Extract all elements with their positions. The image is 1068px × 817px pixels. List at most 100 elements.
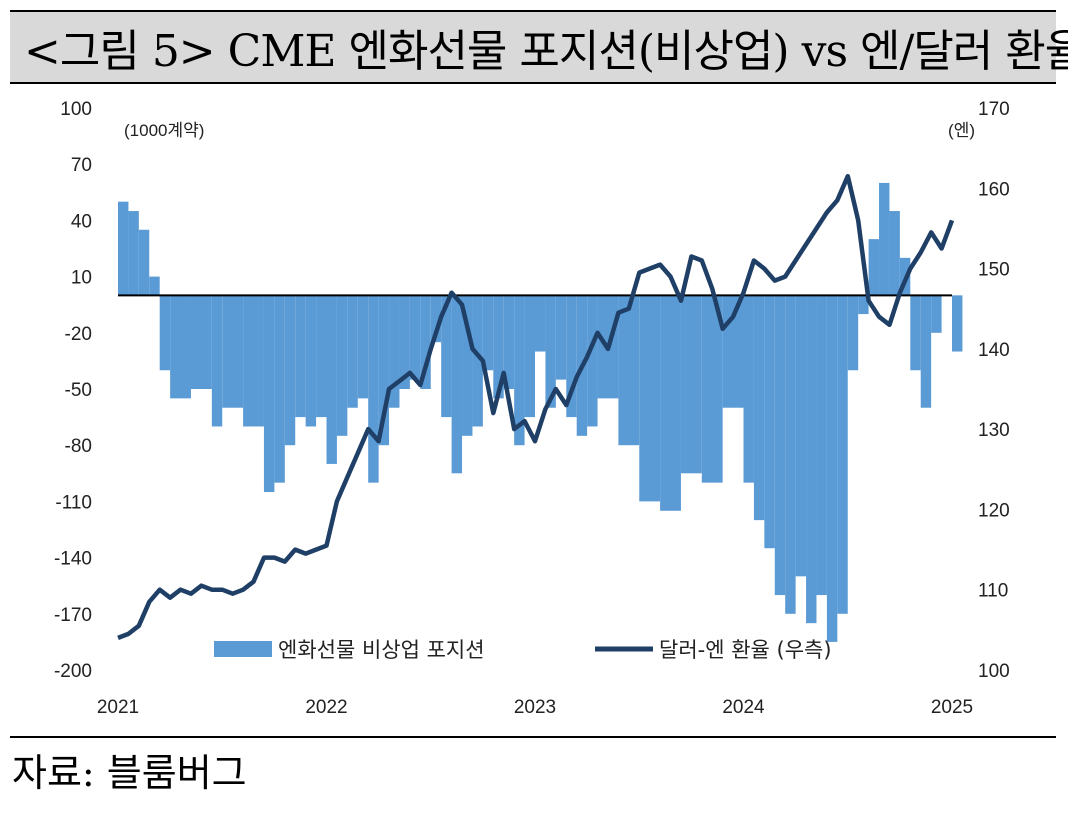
bar: [243, 295, 264, 427]
left-tick-label: -80: [65, 436, 92, 457]
legend-label-bars: 엔화선물 비상업 포지션: [278, 638, 485, 662]
bar: [451, 295, 463, 474]
bar: [701, 295, 723, 483]
left-tick-label: -170: [54, 605, 92, 626]
bar: [774, 295, 786, 596]
x-tick-label: 2022: [305, 697, 347, 718]
left-tick-label: -20: [65, 324, 92, 345]
bar: [868, 239, 880, 296]
left-axis-unit: (1000계약): [124, 121, 204, 140]
x-tick-label: 2023: [514, 697, 556, 718]
bar: [347, 295, 358, 408]
bar: [170, 295, 191, 399]
left-tick-label: 100: [60, 99, 92, 120]
bar: [910, 295, 921, 371]
bar: [263, 295, 275, 493]
bar: [441, 295, 452, 418]
bar: [149, 276, 160, 296]
bar: [503, 295, 515, 389]
right-tick-label: 160: [978, 179, 1010, 200]
bar: [858, 295, 869, 315]
bar: [806, 295, 817, 624]
bar: [295, 295, 306, 418]
bar: [566, 295, 577, 418]
bar: [190, 295, 212, 389]
bar: [889, 211, 900, 296]
bar: [587, 295, 598, 427]
bar: [472, 295, 483, 427]
right-axis-unit: (엔): [948, 121, 975, 140]
bar: [743, 295, 754, 483]
bar: [274, 295, 285, 483]
source-note: 자료: 블룸버그: [12, 751, 247, 795]
bar: [847, 295, 859, 371]
bar: [879, 182, 890, 296]
legend-label-line: 달러-엔 환율 (우측): [659, 638, 832, 662]
bar: [555, 295, 567, 380]
left-tick-label: -140: [54, 549, 92, 570]
title-bar: <그림 5> CME 엔화선물 포지션(비상업) vs 엔/달러 환율: [10, 10, 1068, 84]
bar: [618, 295, 640, 446]
left-tick-label: -50: [65, 380, 92, 401]
bar: [211, 295, 223, 427]
bar: [462, 295, 473, 436]
bar: [284, 295, 296, 446]
right-tick-label: 140: [978, 340, 1010, 361]
bar: [409, 295, 421, 380]
fx-line: [117, 173, 955, 641]
right-tick-label: 100: [978, 661, 1010, 682]
bar: [316, 295, 327, 418]
bar: [159, 295, 171, 371]
bar: [524, 295, 535, 418]
bar: [138, 229, 150, 296]
left-axis: 100 70 40 10 -20 -50 -80 -110 -140 -170 -200: [54, 99, 92, 682]
bar: [514, 295, 525, 446]
bar: [493, 295, 504, 399]
bar: [837, 295, 848, 614]
legend: 엔화선물 비상업 포지션 달러-엔 환율 (우측): [214, 638, 832, 662]
bar: [357, 295, 369, 399]
bar: [326, 295, 337, 464]
right-tick-label: 170: [978, 99, 1010, 120]
chart: 100 70 40 10 -20 -50 -80 -110 -140 -170 -200 170 16…: [54, 99, 1010, 718]
line-series: [117, 173, 955, 641]
bar: [389, 295, 400, 408]
left-tick-label: -110: [55, 492, 92, 513]
right-axis: 170 160 150 140 130 120 110 100: [978, 99, 1010, 682]
bar: [128, 211, 139, 296]
bar: [920, 295, 932, 408]
bar-series: [118, 182, 963, 642]
bar: [639, 295, 661, 502]
bar: [680, 295, 702, 474]
bar: [826, 295, 838, 642]
bar: [785, 295, 796, 614]
bar: [399, 295, 410, 389]
legend-swatch-bars: [214, 641, 272, 657]
bar: [535, 295, 546, 352]
bar: [931, 295, 942, 333]
bar: [336, 295, 348, 436]
left-tick-label: 70: [71, 155, 92, 176]
right-tick-label: 150: [978, 260, 1010, 281]
page-title: <그림 5> CME 엔화선물 포지션(비상업) vs 엔/달러 환율: [24, 26, 1068, 77]
left-tick-label: 10: [71, 268, 92, 289]
left-tick-label: 40: [71, 211, 92, 232]
bar: [816, 295, 827, 596]
right-tick-label: 110: [978, 581, 1008, 602]
x-axis: 2021 2022 2023 2024 2025: [97, 697, 973, 718]
bar: [368, 295, 379, 483]
bar: [222, 295, 244, 408]
bar: [795, 295, 807, 577]
bar: [430, 295, 442, 343]
x-tick-label: 2024: [722, 697, 765, 718]
bar: [753, 295, 765, 521]
x-tick-label: 2021: [97, 697, 139, 718]
bottom-rule: [10, 736, 1056, 738]
bar: [545, 295, 556, 408]
x-tick-label: 2025: [931, 697, 973, 718]
bar: [305, 295, 317, 427]
bar: [764, 295, 775, 549]
bar: [118, 201, 129, 296]
bar: [378, 295, 390, 446]
bar: [952, 295, 963, 352]
